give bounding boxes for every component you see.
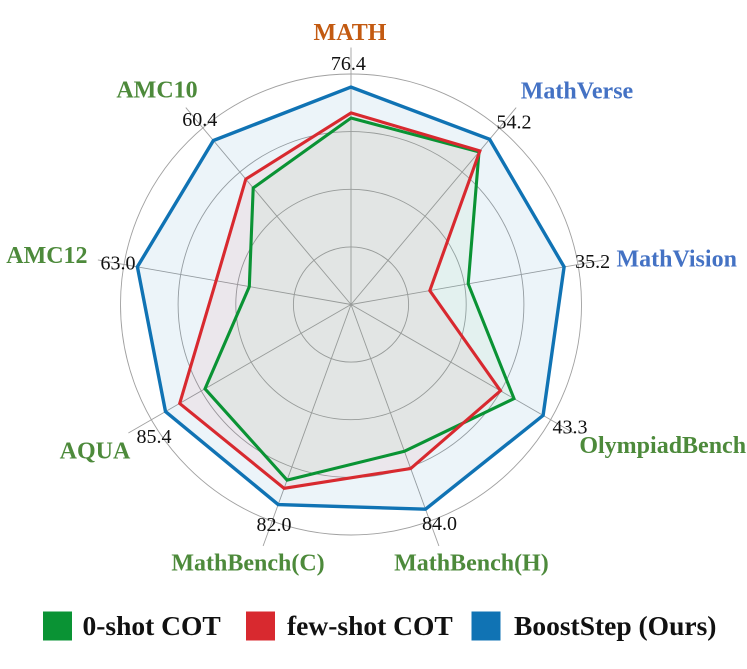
svg-text:82.0: 82.0 bbox=[257, 514, 292, 536]
svg-text:few-shot COT: few-shot COT bbox=[287, 610, 453, 641]
svg-text:MathVision: MathVision bbox=[616, 247, 736, 273]
svg-text:AMC12: AMC12 bbox=[6, 243, 87, 269]
svg-text:MATH: MATH bbox=[314, 20, 387, 46]
svg-text:35.2: 35.2 bbox=[575, 251, 610, 273]
svg-text:0-shot COT: 0-shot COT bbox=[83, 610, 221, 641]
svg-text:MathBench(C): MathBench(C) bbox=[171, 551, 324, 577]
svg-text:OlympiadBench: OlympiadBench bbox=[579, 433, 746, 459]
svg-text:54.2: 54.2 bbox=[497, 112, 532, 134]
svg-text:43.3: 43.3 bbox=[553, 417, 588, 439]
svg-text:85.4: 85.4 bbox=[137, 426, 172, 448]
svg-text:60.4: 60.4 bbox=[182, 109, 217, 131]
svg-text:AQUA: AQUA bbox=[60, 439, 131, 465]
svg-text:BoostStep (Ours): BoostStep (Ours) bbox=[514, 610, 716, 641]
svg-text:63.0: 63.0 bbox=[101, 253, 136, 275]
svg-text:MathBench(H): MathBench(H) bbox=[394, 551, 549, 577]
svg-text:84.0: 84.0 bbox=[422, 513, 457, 535]
svg-text:AMC10: AMC10 bbox=[116, 78, 197, 104]
svg-text:76.4: 76.4 bbox=[331, 53, 366, 75]
svg-text:MathVerse: MathVerse bbox=[521, 79, 634, 105]
